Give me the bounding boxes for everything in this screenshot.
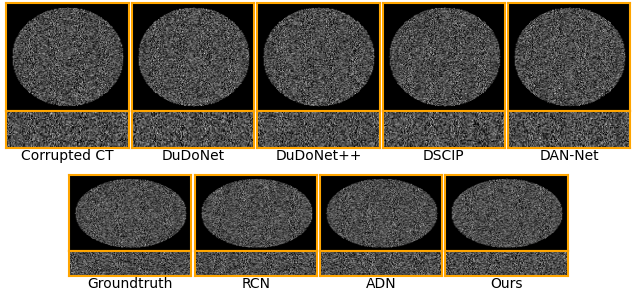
Text: Corrupted CT: Corrupted CT <box>21 149 114 163</box>
Text: Groundtruth: Groundtruth <box>88 278 173 291</box>
Text: Ours: Ours <box>490 278 523 291</box>
Text: DuDoNet++: DuDoNet++ <box>275 149 362 163</box>
Text: DSCIP: DSCIP <box>423 149 465 163</box>
Text: RCN: RCN <box>241 278 270 291</box>
Text: DuDoNet: DuDoNet <box>161 149 225 163</box>
Text: ADN: ADN <box>366 278 396 291</box>
Text: DAN-Net: DAN-Net <box>540 149 599 163</box>
